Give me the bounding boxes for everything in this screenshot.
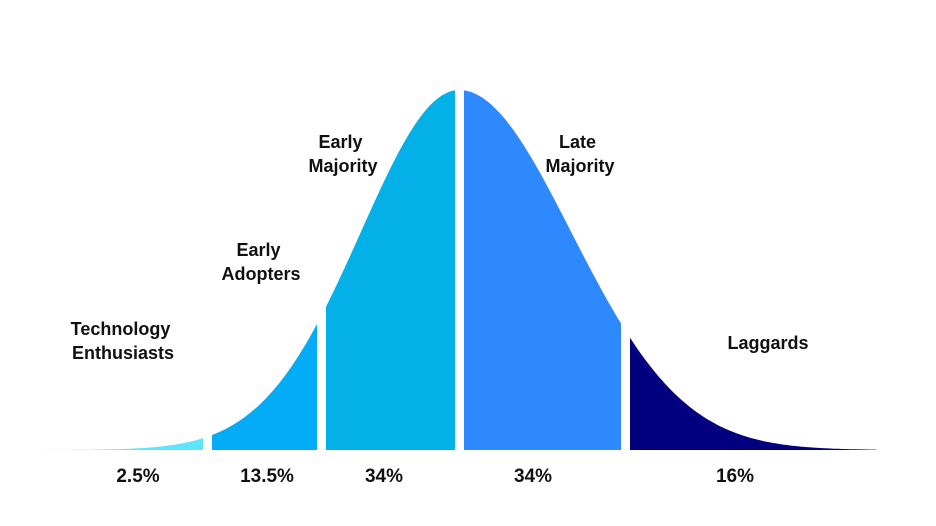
label-early-adopters: Early Adopters [221,240,300,284]
percent-technology-enthusiasts: 2.5% [116,466,159,487]
segment-laggards [630,90,876,450]
label-laggards: Laggards [727,333,808,353]
percent-late-majority: 34% [514,466,552,487]
curve-area [44,90,876,450]
segment-technology-enthusiasts [44,90,203,450]
label-early-majority: Early Majority [308,132,377,176]
label-late-majority: Late Majority [545,132,614,176]
percent-laggards: 16% [716,466,754,487]
segment-early-majority [326,90,455,450]
percent-early-majority: 34% [365,466,403,487]
percent-early-adopters: 13.5% [240,466,294,487]
segment-early-adopters [212,90,317,450]
segment-late-majority [464,90,621,450]
label-technology-enthusiasts: Technology Enthusiasts [71,319,176,363]
